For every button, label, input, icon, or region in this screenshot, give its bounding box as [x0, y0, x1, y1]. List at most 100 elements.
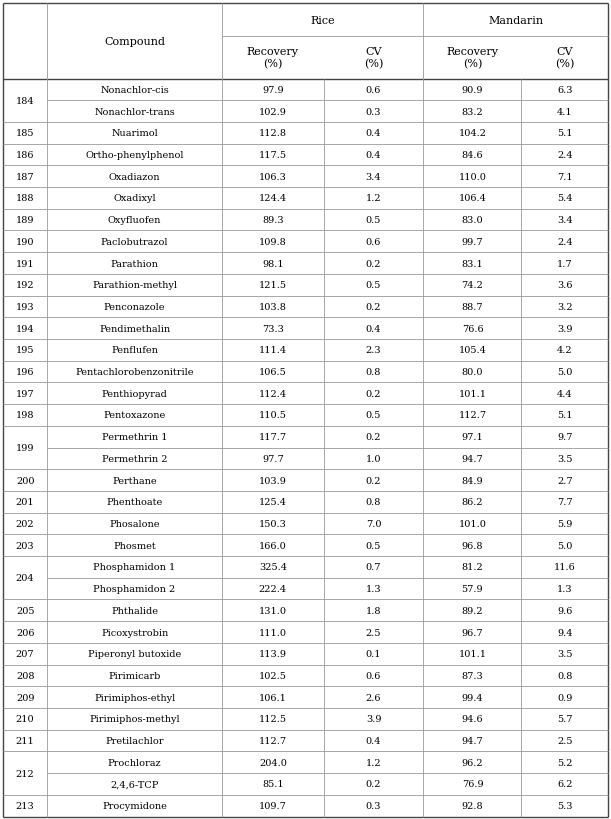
Text: Phosalone: Phosalone: [109, 519, 160, 528]
Text: 112.4: 112.4: [259, 389, 287, 398]
Text: 94.7: 94.7: [461, 736, 483, 745]
Text: 202: 202: [16, 519, 34, 528]
Text: 185: 185: [16, 129, 34, 138]
Text: 5.4: 5.4: [557, 194, 573, 203]
Text: 1.0: 1.0: [366, 455, 381, 464]
Text: 4.2: 4.2: [557, 346, 573, 355]
Text: 0.5: 0.5: [366, 541, 381, 550]
Text: 0.6: 0.6: [366, 671, 381, 680]
Text: Pentachlorobenzonitrile: Pentachlorobenzonitrile: [75, 368, 194, 377]
Text: 0.2: 0.2: [366, 432, 381, 441]
Text: 1.2: 1.2: [366, 194, 381, 203]
Text: 188: 188: [16, 194, 34, 203]
Text: 192: 192: [16, 281, 34, 290]
Text: 85.1: 85.1: [262, 780, 284, 789]
Text: Phosphamidon 2: Phosphamidon 2: [93, 585, 176, 594]
Text: 76.9: 76.9: [462, 780, 483, 789]
Text: Pirimiphos-methyl: Pirimiphos-methyl: [89, 714, 180, 723]
Text: 111.4: 111.4: [259, 346, 287, 355]
Text: 3.4: 3.4: [557, 216, 573, 225]
Text: 101.1: 101.1: [458, 649, 486, 658]
Text: 89.2: 89.2: [462, 606, 483, 615]
Text: 83.1: 83.1: [461, 260, 483, 268]
Text: 109.7: 109.7: [259, 801, 287, 810]
Text: 3.9: 3.9: [366, 714, 381, 723]
Text: 196: 196: [16, 368, 34, 377]
Text: 3.4: 3.4: [366, 173, 381, 182]
Text: Rice: Rice: [310, 16, 335, 25]
Text: 1.7: 1.7: [557, 260, 573, 268]
Text: 97.9: 97.9: [262, 86, 284, 95]
Text: Pendimethalin: Pendimethalin: [99, 324, 170, 333]
Text: 0.6: 0.6: [366, 238, 381, 247]
Text: 117.7: 117.7: [259, 432, 287, 441]
Text: 150.3: 150.3: [259, 519, 287, 528]
Text: CV
(%): CV (%): [364, 47, 383, 70]
Text: Perthane: Perthane: [112, 476, 157, 485]
Text: 0.2: 0.2: [366, 389, 381, 398]
Text: 0.4: 0.4: [366, 129, 381, 138]
Text: 99.7: 99.7: [462, 238, 483, 247]
Text: 197: 197: [16, 389, 34, 398]
Text: Oxyfluofen: Oxyfluofen: [108, 216, 161, 225]
Text: 5.2: 5.2: [557, 758, 573, 767]
Text: 73.3: 73.3: [262, 324, 284, 333]
Text: 5.0: 5.0: [557, 541, 573, 550]
Text: 97.1: 97.1: [461, 432, 483, 441]
Text: 2.6: 2.6: [366, 693, 381, 702]
Text: Phenthoate: Phenthoate: [106, 498, 163, 507]
Text: Nuarimol: Nuarimol: [111, 129, 158, 138]
Text: Prochloraz: Prochloraz: [108, 758, 161, 767]
Text: 90.9: 90.9: [462, 86, 483, 95]
Text: 7.1: 7.1: [557, 173, 573, 182]
Text: 2,4,6-TCP: 2,4,6-TCP: [111, 780, 159, 789]
Text: 88.7: 88.7: [462, 302, 483, 311]
Text: 2.4: 2.4: [557, 151, 573, 160]
Text: 5.0: 5.0: [557, 368, 573, 377]
Text: 325.4: 325.4: [259, 563, 287, 572]
Text: Paclobutrazol: Paclobutrazol: [101, 238, 169, 247]
Text: Permethrin 2: Permethrin 2: [102, 455, 167, 464]
Text: 83.0: 83.0: [462, 216, 483, 225]
Text: 0.9: 0.9: [557, 693, 573, 702]
Text: Picoxystrobin: Picoxystrobin: [101, 628, 168, 636]
Text: 204.0: 204.0: [259, 758, 287, 767]
Text: 112.7: 112.7: [259, 736, 287, 745]
Text: 125.4: 125.4: [259, 498, 287, 507]
Text: 0.2: 0.2: [366, 302, 381, 311]
Text: 184: 184: [16, 97, 34, 106]
Text: Oxadiazon: Oxadiazon: [109, 173, 160, 182]
Text: 211: 211: [16, 736, 34, 745]
Text: 101.1: 101.1: [458, 389, 486, 398]
Text: 86.2: 86.2: [462, 498, 483, 507]
Text: 207: 207: [16, 649, 34, 658]
Text: 105.4: 105.4: [458, 346, 486, 355]
Text: 106.5: 106.5: [259, 368, 287, 377]
Text: 1.2: 1.2: [366, 758, 381, 767]
Text: Pirimicarb: Pirimicarb: [108, 671, 161, 680]
Text: 208: 208: [16, 671, 34, 680]
Text: 222.4: 222.4: [259, 585, 287, 594]
Text: 0.5: 0.5: [366, 411, 381, 420]
Text: 0.4: 0.4: [366, 151, 381, 160]
Text: 113.9: 113.9: [259, 649, 287, 658]
Text: 84.6: 84.6: [462, 151, 483, 160]
Text: 4.1: 4.1: [557, 107, 573, 116]
Text: 57.9: 57.9: [462, 585, 483, 594]
Text: Parathion: Parathion: [111, 260, 159, 268]
Text: 111.0: 111.0: [259, 628, 287, 636]
Text: 121.5: 121.5: [259, 281, 287, 290]
Text: 203: 203: [16, 541, 34, 550]
Text: Pretilachlor: Pretilachlor: [105, 736, 164, 745]
Text: 1.8: 1.8: [366, 606, 381, 615]
Text: 124.4: 124.4: [259, 194, 287, 203]
Text: 5.1: 5.1: [557, 411, 573, 420]
Text: 9.7: 9.7: [557, 432, 573, 441]
Text: Compound: Compound: [104, 37, 165, 47]
Text: 2.5: 2.5: [557, 736, 573, 745]
Text: 112.7: 112.7: [458, 411, 486, 420]
Text: 0.5: 0.5: [366, 216, 381, 225]
Text: 103.8: 103.8: [259, 302, 287, 311]
Text: 89.3: 89.3: [262, 216, 284, 225]
Text: 187: 187: [16, 173, 34, 182]
